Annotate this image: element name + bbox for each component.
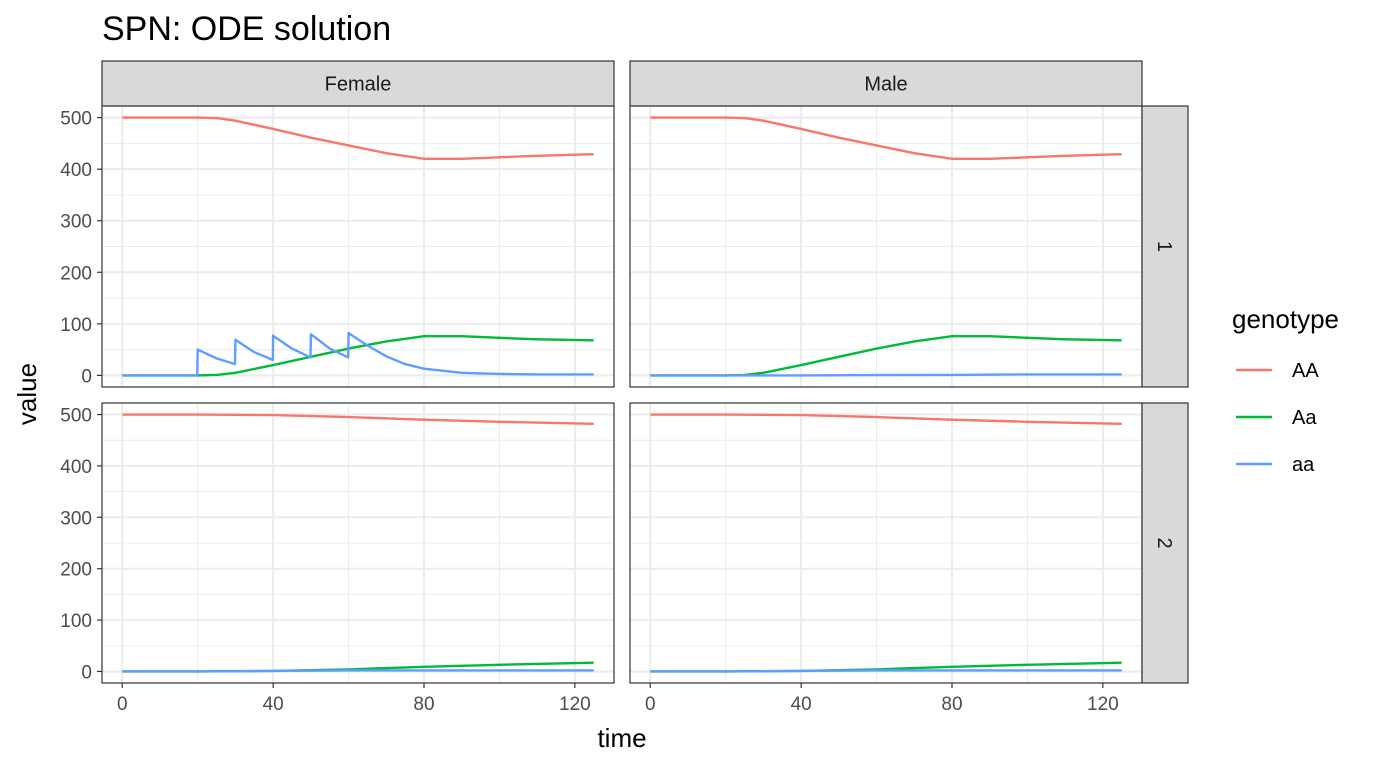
series-line-AA-female-1 [122,116,594,161]
x-tick-label: 120 [559,694,591,715]
x-axis-title: time [597,723,646,753]
legend-label-Aa: Aa [1292,407,1317,429]
series-line-Aa-female-1 [122,335,594,377]
y-tick-label: 100 [60,611,92,632]
y-tick-label: 0 [81,662,92,683]
y-tick-label: 400 [60,160,92,181]
y-tick-label: 300 [60,508,92,529]
strip-male [629,60,1143,107]
x-tick-label: 0 [645,694,656,715]
x-tick-label: 120 [1087,694,1119,715]
legend-label-aa: aa [1292,454,1315,476]
x-tick-label: 80 [413,694,434,715]
facet-panels [101,105,1143,684]
panel-female-2 [101,402,615,684]
x-tick-label: 40 [791,694,812,715]
panel-male-2 [629,402,1143,684]
chart-title: SPN: ODE solution [102,10,391,48]
panel-female-1 [101,105,615,388]
x-tick-label: 40 [263,694,284,715]
series-line-aa-female-1 [122,331,594,377]
strip-label-row-1: 1 [1153,241,1175,252]
strip-female [101,60,615,107]
facet-strips: Female Male 1 2 [101,60,1189,684]
strip-label-row-2: 2 [1153,537,1175,548]
series-line-aa-male-1 [650,373,1122,377]
strip-label-male: Male [864,74,907,96]
x-tick-label: 80 [941,694,962,715]
y-axis-title: value [12,363,42,425]
y-tick-label: 500 [60,406,92,427]
series-line-AA-male-2 [650,413,1122,425]
legend-title: genotype [1232,304,1339,334]
strip-label-female: Female [325,74,392,96]
y-tick-label: 200 [60,263,92,284]
legend: genotype AA Aa aa [1232,304,1339,476]
panel-male-1 [629,105,1143,388]
y-tick-label: 0 [81,366,92,387]
y-tick-label: 500 [60,109,92,130]
series-line-AA-female-2 [122,413,594,425]
strip-row-1 [1141,105,1189,388]
series-line-AA-male-1 [650,116,1122,161]
legend-label-AA: AA [1292,360,1319,382]
panel-border [101,402,615,684]
series-line-aa-female-2 [122,669,594,673]
series-line-aa-male-2 [650,669,1122,673]
y-tick-label: 300 [60,212,92,233]
y-tick-label: 100 [60,315,92,336]
y-tick-label: 200 [60,560,92,581]
strip-row-2 [1141,402,1189,684]
x-tick-label: 0 [117,694,128,715]
y-tick-label: 400 [60,457,92,478]
